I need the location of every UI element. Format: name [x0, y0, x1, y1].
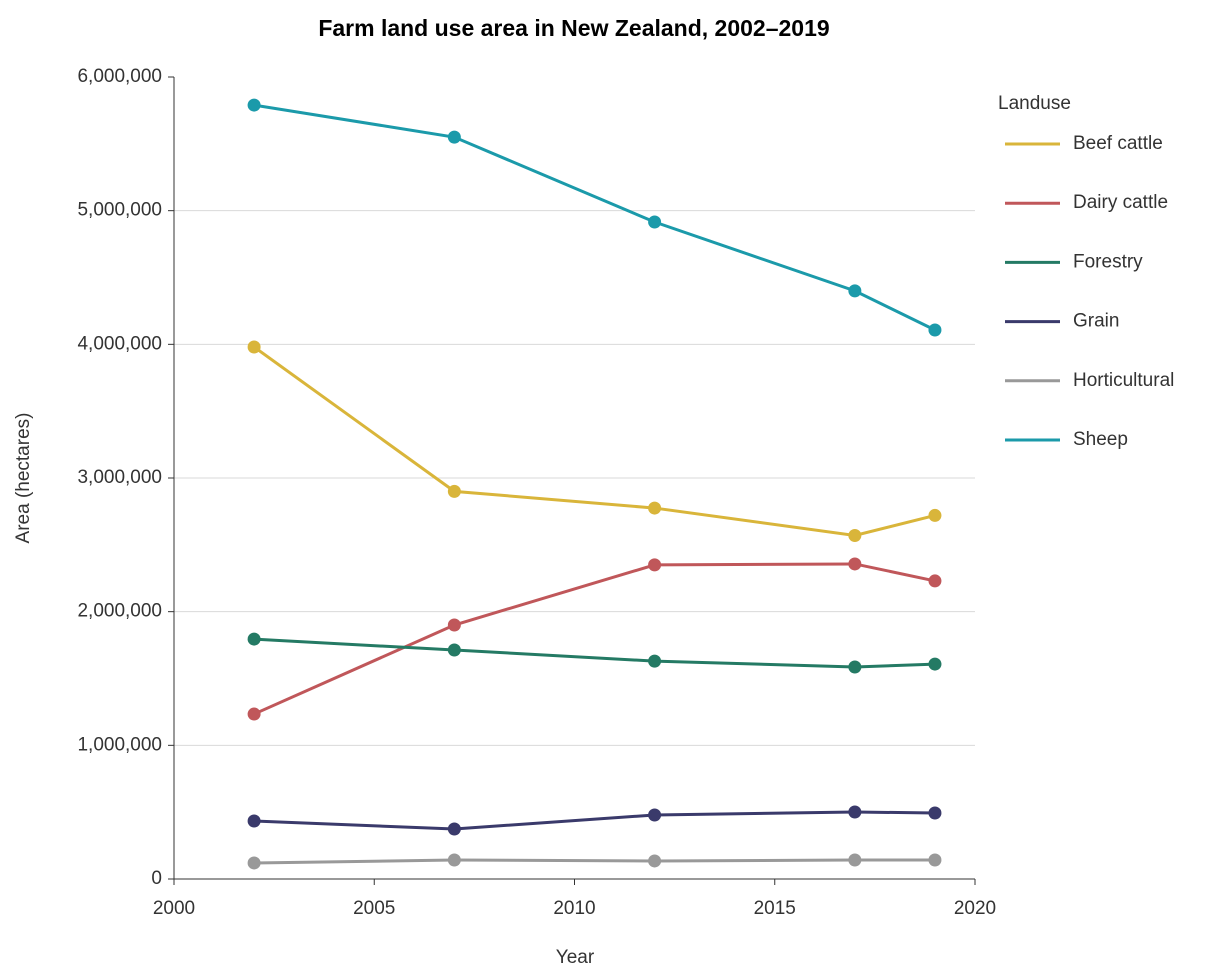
series-line — [253, 562, 936, 716]
x-tick-label: 2020 — [954, 898, 996, 919]
y-tick-label: 2,000,000 — [77, 601, 162, 622]
data-point — [247, 814, 261, 828]
y-tick-label: 5,000,000 — [77, 200, 162, 221]
data-point — [648, 558, 662, 572]
data-point — [648, 654, 662, 668]
legend-label: Beef cattle — [1073, 133, 1163, 154]
legend-label: Grain — [1073, 311, 1119, 332]
data-point — [247, 98, 261, 112]
legend-label: Horticultural — [1073, 370, 1174, 391]
data-point — [848, 853, 862, 867]
legend-label: Forestry — [1073, 251, 1143, 272]
data-point — [447, 853, 461, 867]
data-point — [648, 854, 662, 868]
series-line — [254, 637, 936, 669]
y-tick-label: 0 — [151, 868, 162, 889]
data-point — [848, 660, 862, 674]
data-point — [447, 822, 461, 836]
x-tick-label: 2005 — [353, 898, 395, 919]
legend-label: Sheep — [1073, 429, 1128, 450]
series-line — [253, 345, 936, 538]
data-point — [447, 618, 461, 632]
y-axis-label: Area (hectares) — [13, 413, 34, 544]
x-tick-label: 2015 — [754, 898, 796, 919]
data-point — [648, 501, 662, 515]
data-point — [648, 808, 662, 822]
data-point — [928, 657, 942, 671]
y-tick-label: 3,000,000 — [77, 467, 162, 488]
data-point — [928, 853, 942, 867]
data-point — [247, 856, 261, 870]
data-point — [247, 707, 261, 721]
series-line — [254, 858, 935, 865]
data-point — [447, 484, 461, 498]
series-line — [254, 810, 935, 831]
legend-label: Dairy cattle — [1073, 192, 1168, 213]
data-point — [928, 508, 942, 522]
y-tick-label: 6,000,000 — [77, 66, 162, 87]
data-point — [848, 284, 862, 298]
data-point — [447, 643, 461, 657]
x-tick-label: 2010 — [553, 898, 595, 919]
data-point — [848, 528, 862, 542]
legend-title: Landuse — [998, 93, 1071, 114]
data-point — [247, 340, 261, 354]
y-tick-label: 1,000,000 — [77, 734, 162, 755]
data-point — [648, 215, 662, 229]
chart-title: Farm land use area in New Zealand, 2002–… — [318, 15, 829, 41]
x-axis-label: Year — [556, 947, 595, 968]
data-point — [848, 557, 862, 571]
data-point — [928, 806, 942, 820]
series-line — [253, 103, 936, 332]
data-point — [247, 632, 261, 646]
data-point — [928, 323, 942, 337]
data-point — [447, 130, 461, 144]
data-point — [928, 574, 942, 588]
x-tick-label: 2000 — [153, 898, 195, 919]
data-point — [848, 805, 862, 819]
y-tick-label: 4,000,000 — [77, 333, 162, 354]
